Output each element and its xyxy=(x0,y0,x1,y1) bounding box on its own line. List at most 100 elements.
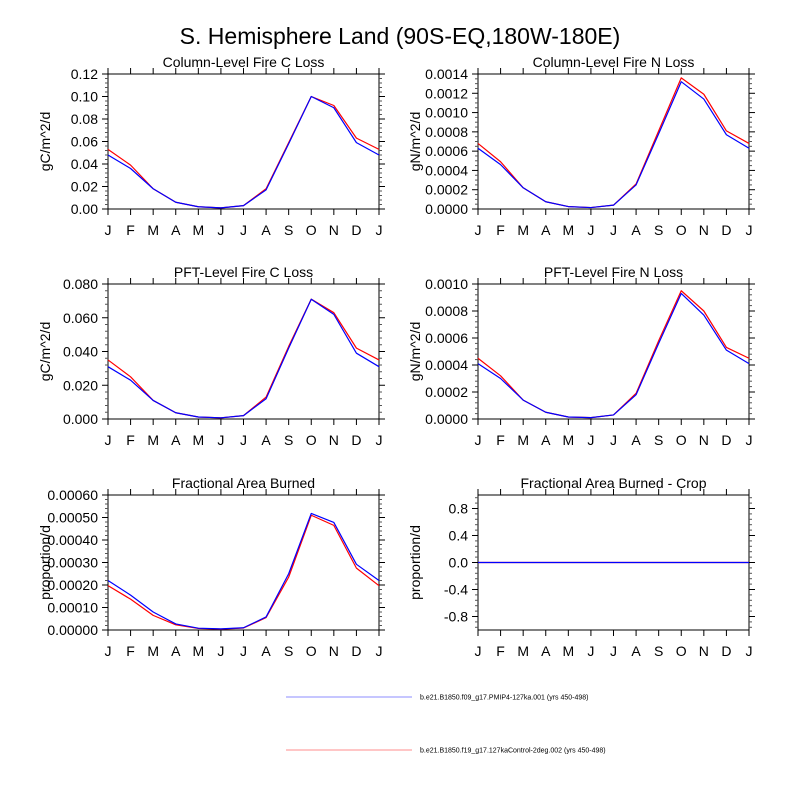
x-tick-label: J xyxy=(217,432,224,448)
legend-label-blue: b.e21.B1850.f09_g17.PMIP4-127ka.001 (yrs… xyxy=(420,695,589,702)
y-tick-label: 0.00 xyxy=(71,201,98,217)
x-tick-label: J xyxy=(217,643,224,659)
y-axis-label: proportion/d xyxy=(37,525,53,600)
panel-title: Column-Level Fire C Loss xyxy=(163,54,325,70)
y-tick-label: 0.0002 xyxy=(425,182,468,198)
x-tick-label: M xyxy=(517,432,529,448)
y-axis-label: gC/m^2/d xyxy=(37,322,53,381)
panel-title: PFT-Level Fire N Loss xyxy=(544,264,683,280)
x-tick-label: D xyxy=(351,222,361,238)
x-tick-label: A xyxy=(171,222,181,238)
y-tick-label: 0.080 xyxy=(63,276,98,292)
y-tick-label: 0.00020 xyxy=(47,577,98,593)
y-tick-label: 0.0006 xyxy=(425,330,468,346)
y-tick-label: 0.04 xyxy=(71,156,98,172)
x-tick-label: S xyxy=(284,222,293,238)
y-tick-label: 0.00010 xyxy=(47,600,98,616)
x-tick-label: O xyxy=(306,643,317,659)
y-tick-label: 0.0010 xyxy=(425,276,468,292)
y-tick-label: -0.4 xyxy=(444,582,468,598)
y-tick-label: 0.0014 xyxy=(425,66,468,82)
x-tick-label: A xyxy=(261,432,271,448)
y-tick-label: 0.020 xyxy=(63,377,98,393)
y-tick-label: 0.08 xyxy=(71,111,98,127)
y-tick-label: 0.040 xyxy=(63,344,98,360)
x-tick-label: J xyxy=(376,643,383,659)
x-tick-label: F xyxy=(496,222,505,238)
x-tick-label: S xyxy=(654,643,663,659)
x-tick-label: A xyxy=(261,643,271,659)
x-tick-label: A xyxy=(541,643,551,659)
y-tick-label: 0.00000 xyxy=(47,622,98,638)
y-tick-label: 0.4 xyxy=(449,528,469,544)
x-tick-label: D xyxy=(721,643,731,659)
y-tick-label: 0.8 xyxy=(449,501,469,517)
y-axis-label: gC/m^2/d xyxy=(37,112,53,171)
x-tick-label: J xyxy=(587,222,594,238)
x-tick-label: M xyxy=(517,643,529,659)
y-tick-label: 0.0004 xyxy=(425,357,468,373)
y-tick-label: 0.0 xyxy=(449,555,469,571)
legend: b.e21.B1850.f09_g17.PMIP4-127ka.001 (yrs… xyxy=(286,695,606,755)
x-tick-label: J xyxy=(746,432,753,448)
x-tick-label: N xyxy=(699,432,709,448)
x-tick-label: S xyxy=(284,432,293,448)
y-tick-label: 0.00030 xyxy=(47,555,98,571)
y-tick-label: 0.0008 xyxy=(425,303,468,319)
y-tick-label: 0.0000 xyxy=(425,201,468,217)
y-tick-label: 0.02 xyxy=(71,179,98,195)
panel-fractional-area-burned-crop: Fractional Area Burned - Crop proportion/… xyxy=(407,475,755,659)
figure-title: S. Hemisphere Land (90S-EQ,180W-180E) xyxy=(180,23,621,49)
y-tick-label: 0.000 xyxy=(63,411,98,427)
x-tick-label: F xyxy=(126,222,135,238)
y-tick-label: 0.060 xyxy=(63,310,98,326)
x-tick-label: O xyxy=(676,432,687,448)
x-tick-label: S xyxy=(654,432,663,448)
y-tick-label: 0.0000 xyxy=(425,411,468,427)
x-tick-label: A xyxy=(541,222,551,238)
x-tick-label: M xyxy=(192,432,204,448)
x-tick-label: J xyxy=(610,222,617,238)
x-tick-label: J xyxy=(376,222,383,238)
x-tick-label: M xyxy=(192,222,204,238)
x-tick-label: J xyxy=(587,432,594,448)
legend-label-red: b.e21.B1850.f19_g17.127kaControl-2deg.00… xyxy=(420,748,606,755)
x-tick-label: M xyxy=(562,432,574,448)
x-tick-label: J xyxy=(475,643,482,659)
x-tick-label: A xyxy=(171,432,181,448)
x-tick-label: J xyxy=(105,643,112,659)
x-tick-label: S xyxy=(284,643,293,659)
x-tick-label: J xyxy=(217,222,224,238)
x-tick-label: J xyxy=(105,432,112,448)
x-tick-label: M xyxy=(562,222,574,238)
y-tick-label: 0.00060 xyxy=(47,487,98,503)
y-axis-label: gN/m^2/d xyxy=(407,112,423,171)
y-tick-label: -0.8 xyxy=(444,609,468,625)
x-tick-label: A xyxy=(541,432,551,448)
x-tick-label: D xyxy=(351,432,361,448)
x-tick-label: D xyxy=(351,643,361,659)
y-tick-label: 0.06 xyxy=(71,134,98,150)
y-tick-label: 0.00040 xyxy=(47,532,98,548)
x-tick-label: M xyxy=(147,432,159,448)
y-tick-label: 0.0002 xyxy=(425,384,468,400)
x-tick-label: N xyxy=(699,222,709,238)
x-tick-label: J xyxy=(105,222,112,238)
x-tick-label: N xyxy=(329,222,339,238)
x-tick-label: J xyxy=(475,222,482,238)
y-tick-label: 0.0008 xyxy=(425,124,468,140)
x-tick-label: J xyxy=(610,432,617,448)
x-tick-label: M xyxy=(192,643,204,659)
x-tick-label: A xyxy=(631,643,641,659)
y-tick-label: 0.00050 xyxy=(47,510,98,526)
x-tick-label: M xyxy=(517,222,529,238)
x-tick-label: O xyxy=(676,222,687,238)
x-tick-label: F xyxy=(496,432,505,448)
x-tick-label: J xyxy=(587,643,594,659)
x-tick-label: J xyxy=(240,643,247,659)
